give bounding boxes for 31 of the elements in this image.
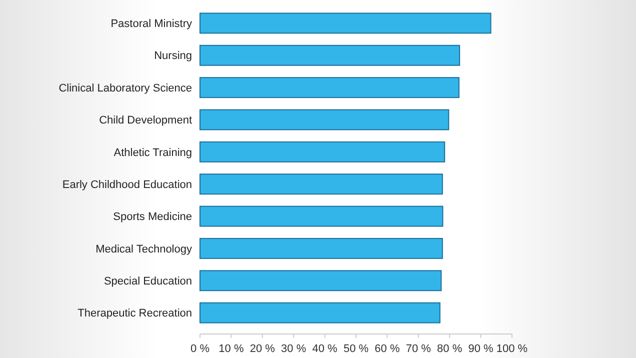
- bar: [200, 270, 442, 292]
- bar: [200, 302, 440, 324]
- x-tick-label: 100 %: [496, 343, 528, 355]
- x-tick-label: 40 %: [312, 343, 338, 355]
- x-tick-label: 70 %: [406, 343, 432, 355]
- y-tick-label: Pastoral Ministry: [110, 18, 192, 30]
- x-tick-label: 60 %: [374, 343, 400, 355]
- y-tick-label: Special Education: [104, 275, 192, 288]
- y-tick-label: Therapeutic Recreation: [78, 308, 192, 320]
- y-tick-label: Early Childhood Education: [62, 178, 192, 191]
- x-tick-label: 20 %: [250, 343, 276, 355]
- bar: [200, 109, 450, 130]
- bar: [200, 12, 492, 34]
- y-tick-label: Child Development: [99, 114, 192, 127]
- bar: [200, 141, 446, 162]
- y-tick-label: Sports Medicine: [113, 211, 192, 224]
- x-tick-label: 30 %: [281, 343, 306, 355]
- bar: [200, 174, 443, 195]
- x-tick-label: 10 %: [218, 343, 244, 355]
- bar: [200, 206, 444, 227]
- bar: [200, 77, 460, 98]
- x-tick-label: 50 %: [343, 343, 369, 355]
- y-tick-label: Athletic Training: [114, 146, 192, 159]
- x-tick-label: 90 %: [468, 343, 494, 355]
- x-tick-label: 0 %: [190, 343, 210, 355]
- y-tick-label: Nursing: [154, 50, 192, 62]
- y-tick-label: Medical Technology: [96, 243, 192, 256]
- y-tick-label: Clinical Laboratory Science: [58, 82, 192, 94]
- bar: [200, 238, 443, 259]
- bar: [200, 44, 460, 66]
- x-tick-label: 80 %: [437, 343, 462, 355]
